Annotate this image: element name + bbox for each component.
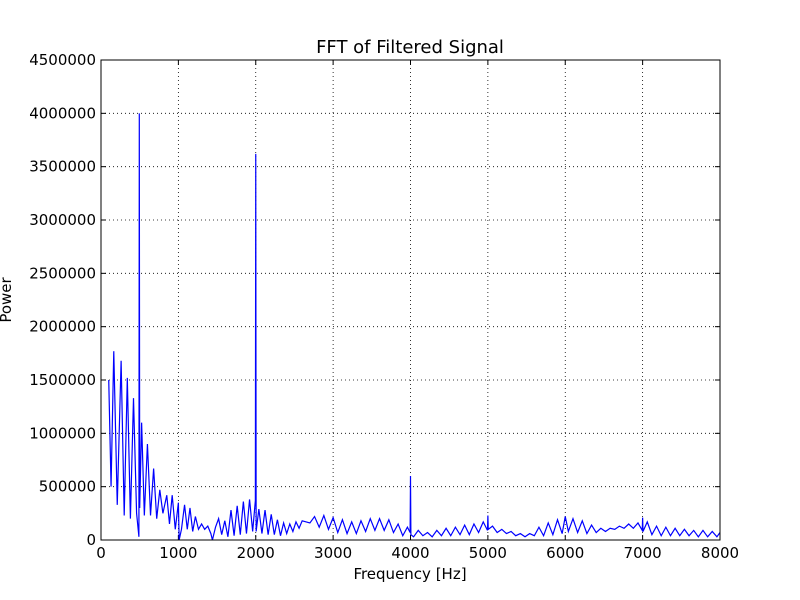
y-tick-label: 0 <box>86 531 96 549</box>
x-tick-label: 8000 <box>701 544 739 562</box>
y-tick-label: 1500000 <box>29 371 96 389</box>
data-line <box>108 113 721 541</box>
x-tick-label: 7000 <box>624 544 662 562</box>
y-tick-label: 2000000 <box>29 318 96 336</box>
x-tick-label: 3000 <box>314 544 352 562</box>
chart-title: FFT of Filtered Signal <box>316 37 504 58</box>
y-tick-label: 3000000 <box>29 211 96 229</box>
x-tick-label: 0 <box>96 544 106 562</box>
x-tick-label: 1000 <box>159 544 197 562</box>
x-tick-label: 2000 <box>237 544 275 562</box>
x-tick-label: 4000 <box>391 544 429 562</box>
y-tick-label: 500000 <box>39 478 96 496</box>
y-tick-label: 1000000 <box>29 424 96 442</box>
y-axis-label: Power <box>0 276 15 322</box>
y-tick-label: 4000000 <box>29 104 96 122</box>
plot-frame <box>100 59 721 541</box>
y-tick-label: 2500000 <box>29 264 96 282</box>
y-tick-label: 4500000 <box>29 51 96 69</box>
x-axis-label: Frequency [Hz] <box>353 565 466 583</box>
x-tick-label: 6000 <box>546 544 584 562</box>
x-tick-label: 5000 <box>469 544 507 562</box>
y-tick-label: 3500000 <box>29 158 96 176</box>
